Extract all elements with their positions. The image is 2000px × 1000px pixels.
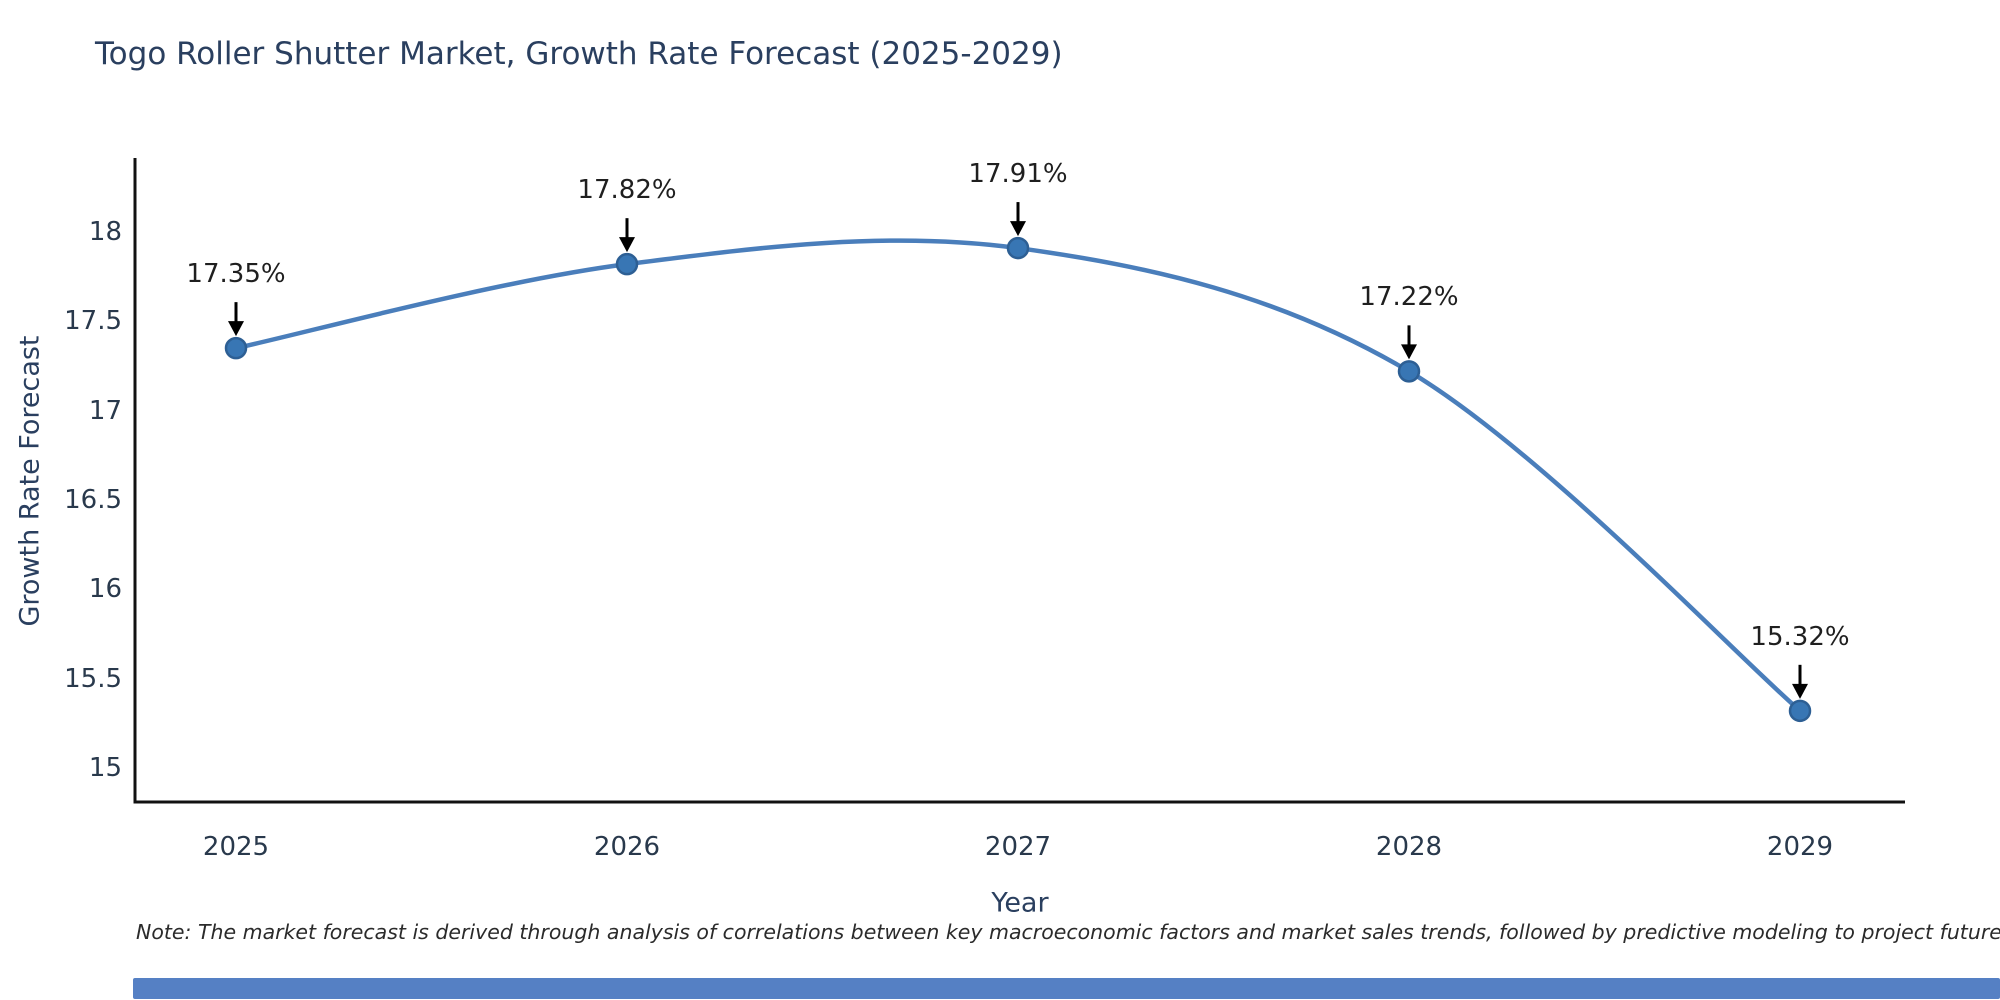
y-tick-label: 16.5	[64, 485, 122, 515]
data-point-marker	[1006, 236, 1030, 260]
x-tick-label: 2028	[1375, 832, 1443, 862]
data-point-marker	[224, 336, 248, 360]
data-point-label: 17.82%	[577, 175, 677, 206]
x-tick-label: 2027	[984, 832, 1052, 862]
x-tick-label: 2026	[593, 832, 661, 862]
data-point-label: 15.32%	[1750, 621, 1850, 652]
x-tick-label: 2029	[1766, 832, 1834, 862]
chart-title: Togo Roller Shutter Market, Growth Rate …	[95, 36, 1063, 72]
footnote: Note: The market forecast is derived thr…	[136, 920, 2000, 944]
y-tick-label: 17	[88, 395, 122, 426]
y-tick-label: 16	[88, 574, 122, 605]
x-axis-title: Year	[991, 887, 1049, 919]
data-point-label: 17.35%	[186, 259, 286, 290]
annotation-arrow-head	[1010, 221, 1026, 237]
data-point-marker	[615, 252, 639, 276]
y-tick-label: 17.5	[64, 306, 122, 337]
annotation-arrow-head	[619, 237, 635, 253]
data-point-label: 17.22%	[1359, 282, 1459, 313]
data-point-marker	[1397, 360, 1421, 383]
x-tick-label: 2025	[202, 832, 270, 862]
y-tick-label: 15	[88, 753, 122, 783]
data-point-marker	[1788, 699, 1812, 723]
y-tick-label: 18	[88, 217, 122, 247]
horizontal-scrollbar-thumb[interactable]	[133, 978, 2000, 999]
trend-line	[235, 238, 1802, 713]
annotation-arrow-head	[1401, 344, 1417, 360]
data-point-label: 17.91%	[968, 159, 1068, 190]
annotation-arrow-head	[1792, 683, 1808, 699]
annotation-arrow-head	[228, 321, 244, 337]
y-tick-label: 15.5	[64, 663, 122, 694]
